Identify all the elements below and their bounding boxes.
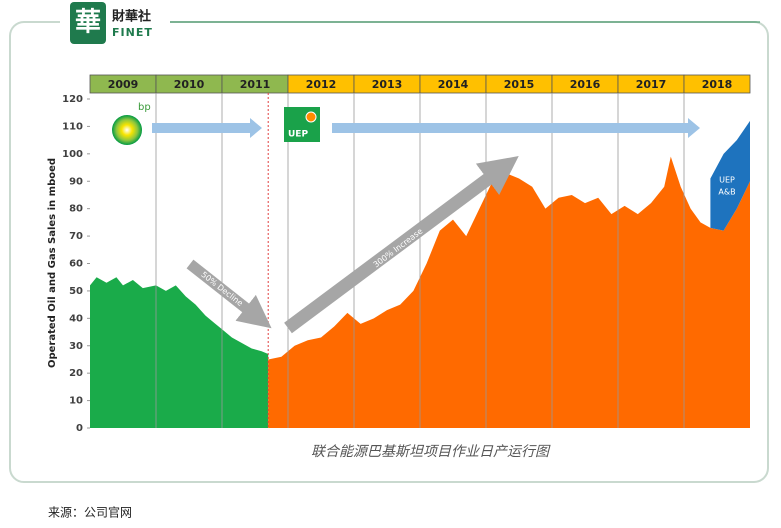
bp-logo	[112, 115, 142, 145]
year-label: 2010	[174, 78, 205, 91]
logo-name: 財華社	[111, 9, 151, 25]
uep-ab-label: UEP	[719, 176, 735, 185]
y-tick-label: 0	[76, 423, 83, 434]
y-tick-label: 90	[69, 176, 83, 187]
bp-arrow	[152, 118, 262, 138]
increase-arrow	[284, 156, 519, 334]
year-label: 2016	[570, 78, 601, 91]
y-tick-label: 100	[62, 149, 83, 160]
year-label: 2014	[438, 78, 469, 91]
y-tick-label: 80	[69, 204, 83, 215]
year-label: 2015	[504, 78, 535, 91]
year-label: 2013	[372, 78, 403, 91]
y-tick-label: 20	[69, 368, 83, 379]
y-tick-label: 120	[62, 94, 83, 105]
bp-label: bp	[138, 102, 151, 113]
y-tick-label: 40	[69, 313, 83, 324]
y-tick-label: 60	[69, 259, 83, 270]
year-label: 2018	[702, 78, 733, 91]
y-tick-label: 10	[69, 396, 83, 407]
y-axis-title: Operated Oil and Gas Sales in mboed	[47, 158, 58, 368]
uep-ab-label: A&B	[718, 188, 735, 197]
uep-arrow	[332, 118, 700, 138]
area	[268, 156, 750, 428]
source: 来源：公司官网	[48, 505, 132, 520]
area	[710, 120, 750, 231]
year-label: 2011	[240, 78, 271, 91]
logo-glyph: 華	[75, 8, 101, 38]
year-label: 2009	[108, 78, 139, 91]
area	[90, 277, 269, 428]
uep-logo-dot	[305, 111, 317, 123]
year-cell	[683, 74, 751, 94]
y-tick-label: 50	[69, 286, 83, 297]
y-tick-label: 30	[69, 341, 83, 352]
year-label: 2012	[306, 78, 337, 91]
uep-label: UEP	[288, 130, 308, 140]
logo-latin: FINET	[112, 26, 153, 39]
decline-arrow	[186, 259, 272, 329]
year-label: 2017	[636, 78, 667, 91]
y-tick-label: 70	[69, 231, 83, 242]
increase-label: 300% Increase	[372, 227, 425, 270]
logo-mark	[70, 2, 106, 44]
chart-caption: 联合能源巴基斯坦项目作业日产运行图	[311, 444, 551, 460]
y-tick-label: 110	[62, 121, 83, 132]
plot: 0 10 20 30 40 50 60 70 80 90 100 110 120 2009 2010 2011…	[62, 74, 751, 434]
